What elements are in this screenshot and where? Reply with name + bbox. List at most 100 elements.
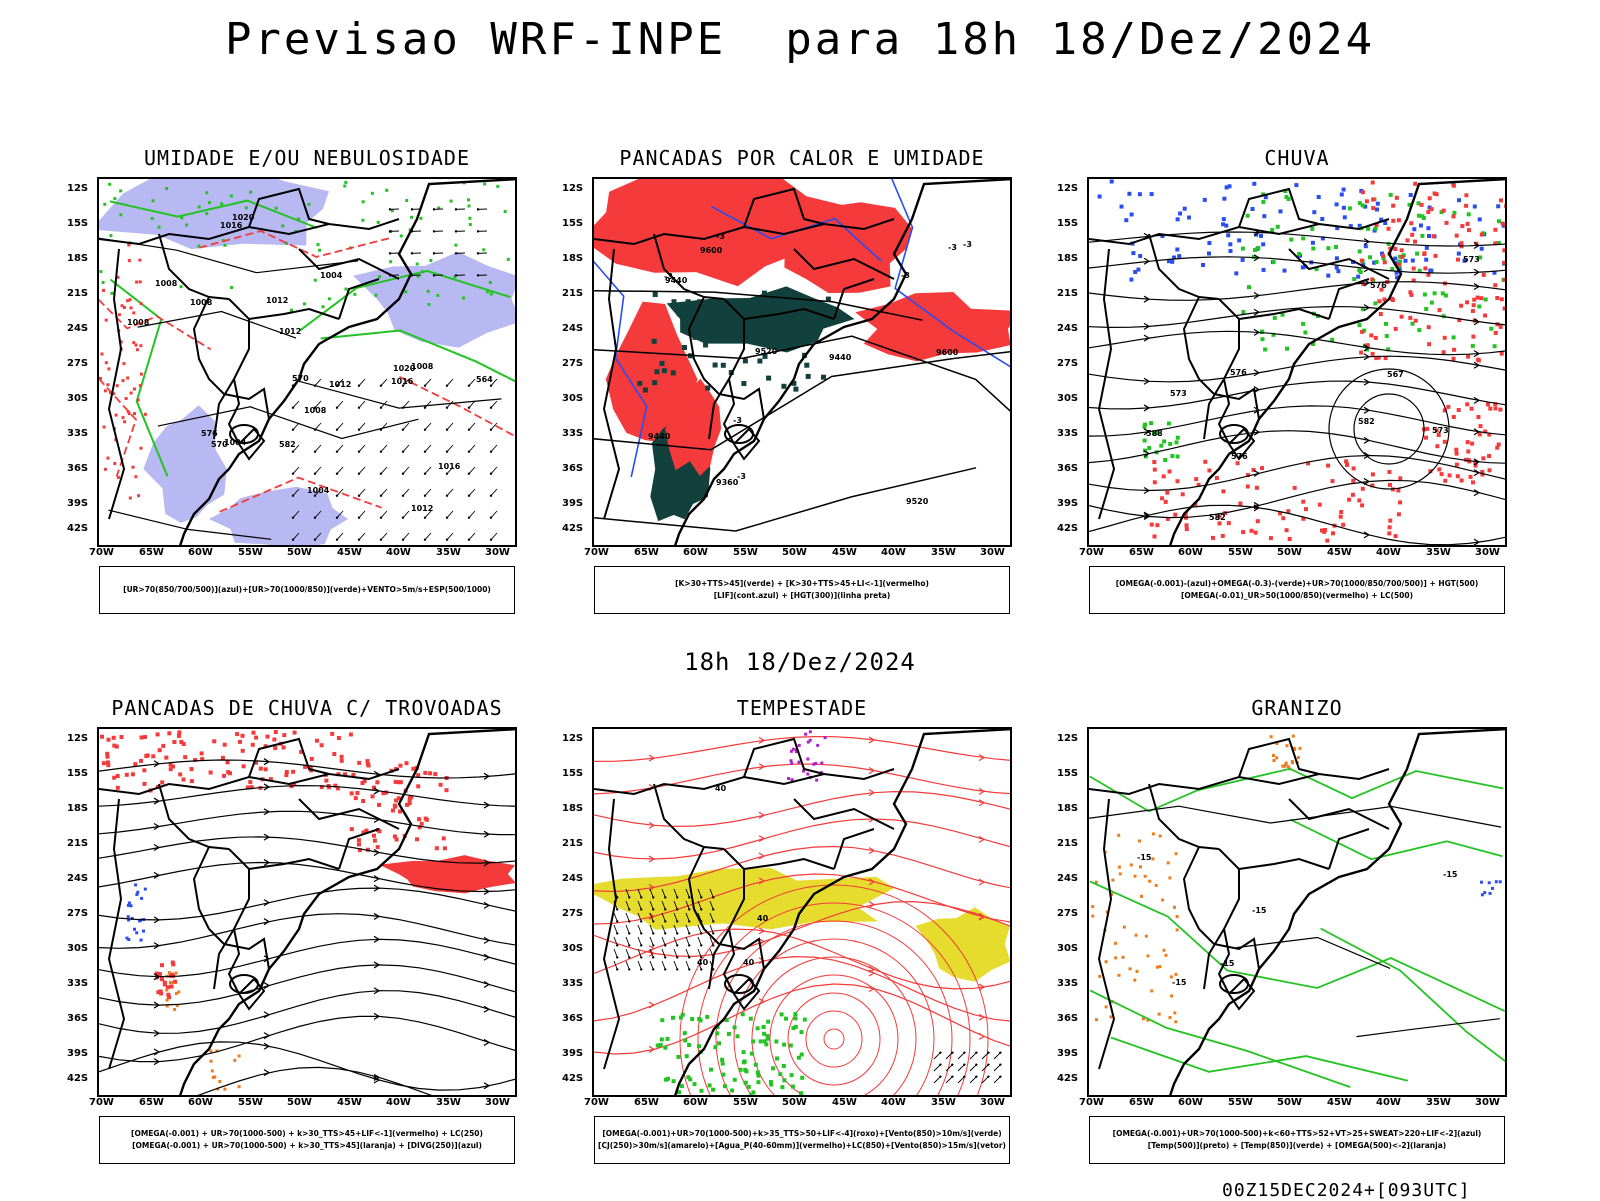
- lat-label: 18S: [1057, 803, 1078, 814]
- granizo-contour-label: -15: [1443, 870, 1458, 879]
- umidade-e-ou-nebulosidade-contour-label: 1008: [411, 362, 434, 371]
- tempestade-contour-label: 40: [715, 784, 727, 793]
- umidade-e-ou-nebulosidade-contour-label: 1004: [320, 271, 343, 280]
- lat-label: 33S: [1057, 428, 1078, 439]
- lon-label: 60W: [1178, 1097, 1203, 1108]
- lon-label: 35W: [436, 547, 461, 558]
- lat-label: 36S: [67, 1013, 88, 1024]
- panel-title-pancadas-de-chuva-c-trovoadas: PANCADAS DE CHUVA C/ TROVOADAS: [97, 696, 517, 720]
- umidade-e-ou-nebulosidade-contour-label: 576: [201, 429, 218, 438]
- lat-label: 15S: [67, 768, 88, 779]
- lat-label: 39S: [1057, 1048, 1078, 1059]
- lat-label: 24S: [67, 323, 88, 334]
- lat-label: 15S: [562, 218, 583, 229]
- lat-label: 33S: [1057, 978, 1078, 989]
- lat-label: 42S: [67, 1073, 88, 1084]
- legend-pancadas-de-chuva-c-trovoadas: [OMEGA(-0.001) + UR>70(1000-500) + k>30_…: [99, 1116, 515, 1164]
- chuva-contour-label: 573: [1463, 255, 1480, 264]
- lon-label: 35W: [436, 1097, 461, 1108]
- lon-label: 35W: [931, 547, 956, 558]
- lat-label: 36S: [1057, 1013, 1078, 1024]
- lon-label: 45W: [1327, 1097, 1352, 1108]
- lon-label: 70W: [584, 1097, 609, 1108]
- lat-label: 30S: [1057, 943, 1078, 954]
- tempestade-contour-label: 40: [757, 914, 769, 923]
- lat-label: 15S: [1057, 768, 1078, 779]
- legend-pancadas-por-calor-e-umidade: [K>30+TTS>45](verde) + [K>30+TTS>45+LI<-…: [594, 566, 1010, 614]
- lon-label: 30W: [980, 547, 1005, 558]
- lon-label: 40W: [1376, 1097, 1401, 1108]
- lat-label: 30S: [562, 393, 583, 404]
- lon-label: 70W: [89, 1097, 114, 1108]
- lon-label: 45W: [1327, 547, 1352, 558]
- lat-label: 21S: [1057, 838, 1078, 849]
- valid-time-subtitle: 18h 18/Dez/2024: [0, 648, 1600, 676]
- lat-label: 21S: [67, 838, 88, 849]
- lat-label: 15S: [67, 218, 88, 229]
- legend-chuva: [OMEGA(-0.001)-(azul)+OMEGA(-0.3)-(verde…: [1089, 566, 1505, 614]
- lat-label: 12S: [67, 183, 88, 194]
- lon-label: 55W: [733, 1097, 758, 1108]
- lon-label: 50W: [782, 1097, 807, 1108]
- umidade-e-ou-nebulosidade-contour-label: 1012: [279, 327, 301, 336]
- lat-label: 42S: [67, 523, 88, 534]
- umidade-e-ou-nebulosidade-contour-label: 570: [292, 374, 309, 383]
- lat-label: 39S: [562, 1048, 583, 1059]
- lon-label: 35W: [1426, 547, 1451, 558]
- lat-label: 24S: [67, 873, 88, 884]
- lon-label: 50W: [287, 547, 312, 558]
- lat-label: 24S: [562, 873, 583, 884]
- lat-label: 33S: [67, 978, 88, 989]
- lat-label: 27S: [67, 908, 88, 919]
- chuva-contour-label: 567: [1387, 370, 1404, 379]
- lat-label: 12S: [1057, 183, 1078, 194]
- pancadas-por-calor-e-umidade-contour-label: 9440: [829, 353, 852, 362]
- umidade-e-ou-nebulosidade-contour-label: 1008: [304, 406, 327, 415]
- legend-line: [OMEGA(-0.001) + UR>70(1000-500) + k>30_…: [131, 1128, 483, 1140]
- lat-label: 42S: [562, 1073, 583, 1084]
- chuva-contour-label: 582: [1209, 513, 1226, 522]
- lon-label: 45W: [337, 1097, 362, 1108]
- legend-line: [K>30+TTS>45](verde) + [K>30+TTS>45+LI<-…: [675, 578, 929, 590]
- pancadas-por-calor-e-umidade-contour-label: 9600: [700, 246, 723, 255]
- lat-label: 24S: [562, 323, 583, 334]
- umidade-e-ou-nebulosidade-contour-label: 1020: [232, 213, 255, 222]
- lat-label: 39S: [67, 1048, 88, 1059]
- legend-line: [CJ(250)>30m/s](amarelo)+[Agua_P(40-60mm…: [598, 1140, 1006, 1152]
- panel-title-umidade-e-ou-nebulosidade: UMIDADE E/OU NEBULOSIDADE: [97, 146, 517, 170]
- legend-line: [OMEGA(-0.001) + UR>70(1000-500) + k>30_…: [132, 1140, 482, 1152]
- legend-line: [Temp(500)](preto) + [Temp(850)](verde) …: [1148, 1140, 1446, 1152]
- umidade-e-ou-nebulosidade-contour-label: 564: [476, 375, 493, 384]
- lat-label: 33S: [67, 428, 88, 439]
- map-pancadas-de-chuva-c-trovoadas: [97, 727, 517, 1097]
- legend-umidade-e-ou-nebulosidade: [UR>70(850/700/500)](azul)+[UR>70(1000/8…: [99, 566, 515, 614]
- lat-label: 27S: [67, 358, 88, 369]
- panel-title-tempestade: TEMPESTADE: [592, 696, 1012, 720]
- legend-granizo: [OMEGA(-0.001)+UR>70(1000-500)+k<60+TTS>…: [1089, 1116, 1505, 1164]
- lat-label: 36S: [562, 1013, 583, 1024]
- lat-label: 27S: [1057, 358, 1078, 369]
- pancadas-por-calor-e-umidade-contour-label: -3: [963, 240, 972, 249]
- granizo-contour-label: -15: [1137, 853, 1152, 862]
- umidade-e-ou-nebulosidade-contour-label: 1012: [266, 296, 288, 305]
- lon-label: 70W: [1079, 547, 1104, 558]
- lon-label: 35W: [931, 1097, 956, 1108]
- umidade-e-ou-nebulosidade-contour-label: 1008: [190, 298, 213, 307]
- pancadas-por-calor-e-umidade-contour-label: 9520: [755, 347, 778, 356]
- chuva-contour-label: 573: [1432, 426, 1449, 435]
- pancadas-por-calor-e-umidade-contour-label: 9360: [716, 478, 739, 487]
- lon-label: 40W: [386, 547, 411, 558]
- chuva-contour-label: 573: [1170, 389, 1187, 398]
- legend-tempestade: [OMEGA(-0.001)+UR>70(1000-500)+k>35_TTS>…: [594, 1116, 1010, 1164]
- lon-label: 65W: [139, 547, 164, 558]
- chuva-contour-label: 576: [1230, 368, 1247, 377]
- lat-label: 24S: [1057, 873, 1078, 884]
- lat-label: 39S: [562, 498, 583, 509]
- lon-label: 30W: [980, 1097, 1005, 1108]
- lon-label: 65W: [1129, 547, 1154, 558]
- chuva-contour-label: 588: [1146, 429, 1163, 438]
- lat-label: 18S: [67, 253, 88, 264]
- lon-label: 45W: [337, 547, 362, 558]
